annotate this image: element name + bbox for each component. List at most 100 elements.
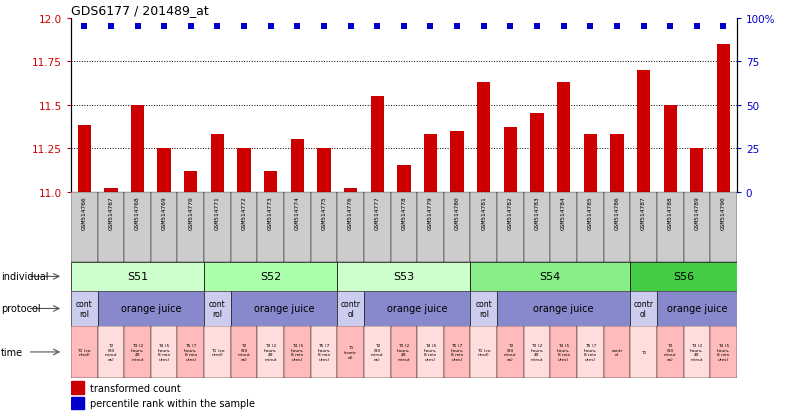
Text: T3 (2
hours,
49
minut: T3 (2 hours, 49 minut bbox=[530, 343, 544, 361]
Text: T1 (co
ntrol): T1 (co ntrol) bbox=[477, 348, 490, 356]
Bar bbox=[125, 192, 151, 262]
Text: GSM514771: GSM514771 bbox=[215, 196, 220, 229]
Text: GSM514788: GSM514788 bbox=[667, 196, 673, 229]
Bar bbox=[477, 83, 490, 192]
Bar bbox=[470, 192, 497, 262]
Text: GSM514786: GSM514786 bbox=[615, 196, 619, 229]
Bar bbox=[690, 149, 704, 192]
Text: GSM514789: GSM514789 bbox=[694, 196, 699, 229]
Text: T2
(90
minut
es): T2 (90 minut es) bbox=[105, 343, 117, 361]
Text: T1: T1 bbox=[641, 350, 646, 354]
Text: contr
ol: contr ol bbox=[611, 348, 623, 356]
Bar bbox=[584, 135, 597, 192]
Text: GSM514781: GSM514781 bbox=[481, 196, 486, 229]
Bar bbox=[337, 326, 364, 378]
Bar bbox=[630, 291, 657, 326]
Bar bbox=[258, 192, 284, 262]
Bar bbox=[284, 192, 310, 262]
Text: T4 (5
hours,
8 min
utes): T4 (5 hours, 8 min utes) bbox=[424, 343, 437, 361]
Bar bbox=[550, 326, 577, 378]
Bar bbox=[151, 326, 177, 378]
Text: T3 (2
hours,
49
minut: T3 (2 hours, 49 minut bbox=[264, 343, 277, 361]
Bar bbox=[530, 114, 544, 192]
Text: cont
rol: cont rol bbox=[76, 299, 93, 318]
Bar bbox=[364, 326, 391, 378]
Text: orange juice: orange juice bbox=[667, 304, 727, 314]
Text: GSM514769: GSM514769 bbox=[162, 196, 166, 229]
Bar bbox=[151, 192, 177, 262]
Bar bbox=[71, 192, 98, 262]
Bar bbox=[344, 189, 357, 192]
Bar bbox=[524, 192, 550, 262]
Text: contr
ol: contr ol bbox=[340, 299, 361, 318]
Bar bbox=[657, 192, 683, 262]
Bar bbox=[504, 128, 517, 192]
Text: GDS6177 / 201489_at: GDS6177 / 201489_at bbox=[71, 5, 209, 17]
Text: GSM514778: GSM514778 bbox=[401, 196, 407, 229]
Bar bbox=[637, 71, 650, 192]
Bar bbox=[417, 326, 444, 378]
Text: S53: S53 bbox=[393, 272, 414, 282]
Bar bbox=[284, 326, 310, 378]
Text: T4 (5
hours,
8 min
utes): T4 (5 hours, 8 min utes) bbox=[291, 343, 304, 361]
Text: GSM514766: GSM514766 bbox=[82, 196, 87, 229]
Text: T5 (7
hours,
8 min
utes): T5 (7 hours, 8 min utes) bbox=[318, 343, 331, 361]
Text: cont
rol: cont rol bbox=[475, 299, 492, 318]
Text: GSM514783: GSM514783 bbox=[534, 196, 540, 229]
Text: T4 (5
hours,
8 min
utes): T4 (5 hours, 8 min utes) bbox=[717, 343, 730, 361]
Bar bbox=[550, 192, 577, 262]
Text: transformed count: transformed count bbox=[90, 383, 180, 393]
Bar bbox=[231, 326, 258, 378]
Bar bbox=[557, 83, 571, 192]
Text: GSM514776: GSM514776 bbox=[348, 196, 353, 229]
Text: time: time bbox=[1, 347, 23, 357]
Text: GSM514780: GSM514780 bbox=[455, 196, 459, 229]
Bar bbox=[470, 262, 630, 291]
Bar bbox=[391, 326, 417, 378]
Bar bbox=[364, 291, 470, 326]
Bar bbox=[630, 262, 737, 291]
Bar bbox=[710, 192, 737, 262]
Text: T5 (7
hours,
8 min
utes): T5 (7 hours, 8 min utes) bbox=[451, 343, 464, 361]
Text: orange juice: orange juice bbox=[121, 304, 181, 314]
Bar bbox=[77, 126, 91, 192]
Text: GSM514790: GSM514790 bbox=[721, 196, 726, 229]
Bar bbox=[71, 291, 98, 326]
Text: T5 (7
hours,
8 min
utes): T5 (7 hours, 8 min utes) bbox=[584, 343, 597, 361]
Text: T3 (2
hours,
49
minut: T3 (2 hours, 49 minut bbox=[131, 343, 144, 361]
Text: GSM514785: GSM514785 bbox=[588, 196, 593, 229]
Bar bbox=[337, 262, 470, 291]
Bar bbox=[683, 192, 710, 262]
Text: T1
(contr
ol): T1 (contr ol) bbox=[344, 346, 357, 358]
Bar bbox=[310, 326, 337, 378]
Text: S51: S51 bbox=[127, 272, 148, 282]
Text: T4 (5
hours,
8 min
utes): T4 (5 hours, 8 min utes) bbox=[557, 343, 571, 361]
Bar bbox=[630, 326, 657, 378]
Text: T2
(90
minut
es): T2 (90 minut es) bbox=[371, 343, 384, 361]
Text: GSM514779: GSM514779 bbox=[428, 196, 433, 229]
Bar bbox=[204, 326, 231, 378]
Bar bbox=[417, 192, 444, 262]
Bar bbox=[177, 192, 204, 262]
Bar bbox=[444, 326, 470, 378]
Bar bbox=[131, 105, 144, 192]
Bar bbox=[391, 192, 417, 262]
Text: percentile rank within the sample: percentile rank within the sample bbox=[90, 399, 255, 408]
Text: GSM514770: GSM514770 bbox=[188, 196, 193, 229]
Text: protocol: protocol bbox=[1, 304, 40, 314]
Bar bbox=[497, 291, 630, 326]
Bar bbox=[71, 262, 204, 291]
Bar bbox=[470, 291, 497, 326]
Text: T4 (5
hours,
8 min
utes): T4 (5 hours, 8 min utes) bbox=[158, 343, 171, 361]
Text: T2
(90
minut
es): T2 (90 minut es) bbox=[663, 343, 677, 361]
Bar bbox=[258, 326, 284, 378]
Bar bbox=[451, 131, 464, 192]
Bar bbox=[310, 192, 337, 262]
Bar bbox=[497, 326, 524, 378]
Text: T5 (7
hours,
8 min
utes): T5 (7 hours, 8 min utes) bbox=[184, 343, 198, 361]
Text: cont
rol: cont rol bbox=[209, 299, 226, 318]
Bar bbox=[158, 149, 171, 192]
Text: S54: S54 bbox=[540, 272, 561, 282]
Bar bbox=[177, 326, 204, 378]
Bar bbox=[231, 291, 337, 326]
